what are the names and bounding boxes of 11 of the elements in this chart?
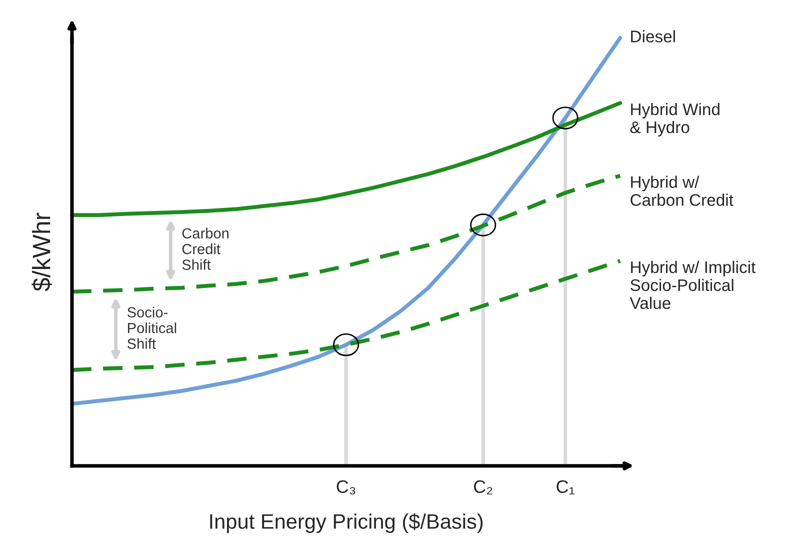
- series-label: Hybrid w/ Carbon Credit: [630, 176, 734, 206]
- x-tick-label: C₂: [474, 480, 492, 494]
- series-label: Hybrid w/ Implicit Socio-Political Value: [630, 260, 756, 310]
- series-label: Diesel: [631, 30, 675, 42]
- x-axis-title: Input Energy Pricing ($/Basis): [210, 513, 483, 533]
- y-axis-title: $/kWhr: [32, 212, 52, 292]
- annotation: Socio- Political Shift: [127, 306, 176, 349]
- x-tick-label: C₃: [336, 480, 356, 494]
- annotation: Carbon Credit Shift: [182, 228, 228, 270]
- series-label: Hybrid Wind & Hydro: [630, 102, 720, 136]
- x-tick-label: C₁: [556, 480, 574, 494]
